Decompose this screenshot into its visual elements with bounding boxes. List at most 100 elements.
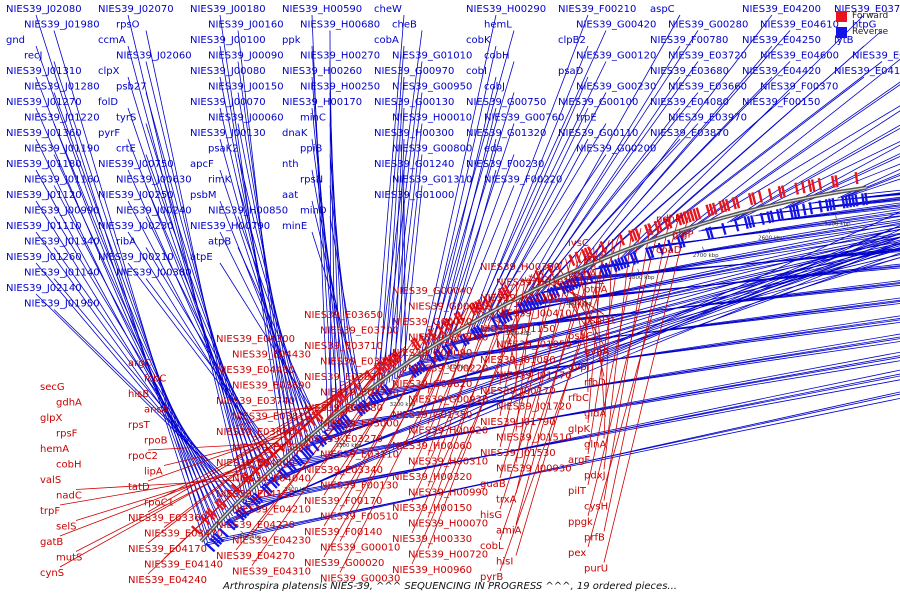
reverse-leader xyxy=(35,107,220,531)
reverse-gene-block xyxy=(461,333,470,345)
forward-gene-label: NIES39_E04220 xyxy=(216,520,295,531)
scale-tick-mark xyxy=(637,268,640,274)
reverse-leader xyxy=(400,247,900,376)
reverse-gene-block xyxy=(775,208,781,222)
reverse-gene-label: psbM xyxy=(190,190,217,201)
reverse-gene-label: NIES39_E03680 xyxy=(650,66,729,77)
forward-gene-label: NIES39_G00010 xyxy=(320,543,400,554)
forward-gene-block xyxy=(444,317,453,330)
reverse-gene-label: NIES39_G00760 xyxy=(484,113,564,124)
reverse-swatch xyxy=(836,26,847,38)
scale-ticks: 2500 kbp 2600 kbp 2700 kbp 2800 kbp 2900 kbp… xyxy=(236,214,851,541)
reverse-leader xyxy=(383,76,405,387)
forward-gene-label: NIES39_E03110 xyxy=(320,450,399,461)
forward-gene-label: NIES39_E03710 xyxy=(304,341,383,352)
reverse-gene-block xyxy=(766,211,772,224)
reverse-gene-label: NIES39_G00950 xyxy=(392,82,472,93)
reverse-gene-label: NIES39_J01360 xyxy=(6,128,82,139)
reverse-leader xyxy=(499,241,900,315)
reverse-leader xyxy=(53,185,231,519)
forward-gene-label: hemA xyxy=(40,444,69,455)
reverse-leader xyxy=(444,239,900,347)
reverse-gene-label: cobH xyxy=(484,51,509,62)
reverse-leader xyxy=(441,233,900,349)
backbone-highlight xyxy=(200,187,867,542)
reverse-gene-block xyxy=(248,496,259,508)
reverse-gene-label: NIES39_J01260 xyxy=(6,252,82,263)
forward-gene-label: selS xyxy=(56,522,77,533)
reverse-gene-block xyxy=(408,366,417,379)
forward-gene-block xyxy=(504,284,512,297)
forward-gene-label: purU xyxy=(584,564,608,575)
forward-gene-label: NIES39_E03650 xyxy=(304,310,383,321)
reverse-gene-block xyxy=(610,260,618,273)
forward-leader xyxy=(587,221,661,517)
reverse-leader xyxy=(573,45,773,278)
reverse-leader xyxy=(246,375,900,503)
forward-gene-block xyxy=(781,185,786,198)
forward-gene-label: ispF xyxy=(584,254,604,265)
forward-gene-label: NIES39_J01530 xyxy=(480,448,556,459)
scale-tick-label: 2800 kbp xyxy=(629,275,655,281)
forward-leader xyxy=(251,407,321,411)
reverse-gene-block xyxy=(322,430,333,441)
reverse-gene-block xyxy=(824,199,830,212)
reverse-leader xyxy=(145,123,262,489)
reverse-leader xyxy=(53,278,245,505)
forward-gene-label: NIES39_H00150 xyxy=(392,503,472,514)
forward-gene-label: NIES39_J01080 xyxy=(480,355,556,366)
forward-leader xyxy=(603,211,690,563)
reverse-gene-label: rpsN xyxy=(300,175,323,186)
forward-gene-label: gdhA xyxy=(56,398,82,409)
reverse-gene-label: NIES39_G00800 xyxy=(392,144,472,155)
forward-gene-block xyxy=(393,350,402,362)
forward-gene-label: rfbC xyxy=(568,393,589,404)
reverse-gene-block xyxy=(292,456,303,467)
reverse-leader xyxy=(380,61,423,389)
reverse-leader xyxy=(285,355,900,466)
reverse-gene-label: folD xyxy=(98,97,118,108)
scale-tick-mark xyxy=(289,482,294,487)
reverse-gene-label: NIES39_G00120 xyxy=(576,51,656,62)
reverse-leader xyxy=(311,107,345,417)
reverse-gene-block xyxy=(277,469,288,480)
forward-gene-block xyxy=(390,352,400,364)
forward-leader xyxy=(499,243,601,541)
reverse-gene-label: trpE xyxy=(576,113,597,124)
reverse-gene-label: recJ xyxy=(24,51,43,62)
reverse-gene-label: NIES39_E03720 xyxy=(668,51,747,62)
forward-gene-label: NIES39_G00030 xyxy=(320,574,400,585)
reverse-gene-label: NIES39_G01010 xyxy=(392,51,472,62)
forward-gene-block xyxy=(583,247,591,260)
reverse-leader xyxy=(378,321,900,391)
forward-gene-label: NIES39_E04270 xyxy=(216,551,295,562)
reverse-leader xyxy=(53,123,222,529)
reverse-leader xyxy=(282,351,900,468)
reverse-leader xyxy=(493,233,900,318)
reverse-gene-block xyxy=(505,308,513,321)
forward-leader xyxy=(515,247,591,525)
reverse-gene-block xyxy=(375,389,385,401)
reverse-gene-label: aat xyxy=(282,190,298,201)
reverse-gene-block xyxy=(679,235,686,248)
reverse-gene-block xyxy=(450,340,459,352)
reverse-gene-label: cobI xyxy=(466,66,487,77)
reverse-gene-label: NIES39_H00260 xyxy=(282,66,362,77)
reverse-leader xyxy=(592,215,900,271)
forward-gene-label: pyrB xyxy=(480,572,503,583)
forward-gene-block xyxy=(471,302,480,315)
reverse-leader xyxy=(35,45,211,541)
forward-leader xyxy=(147,403,326,544)
forward-leader xyxy=(515,264,554,463)
forward-gene-block xyxy=(724,198,731,212)
forward-gene-block xyxy=(618,233,626,246)
reverse-gene-label: NIES39_J01280 xyxy=(24,82,100,93)
reverse-leader xyxy=(676,81,900,239)
reverse-gene-block xyxy=(427,354,437,366)
reverse-gene-label: NIES39_G00110 xyxy=(558,128,638,139)
reverse-gene-label: NIES39_J02070 xyxy=(98,4,174,15)
forward-gene-label: amiA xyxy=(496,526,522,537)
reverse-gene-label: cobK xyxy=(466,35,491,46)
reverse-gene-block xyxy=(648,246,655,259)
scale-tick-label: 3300 kbp xyxy=(336,443,362,449)
